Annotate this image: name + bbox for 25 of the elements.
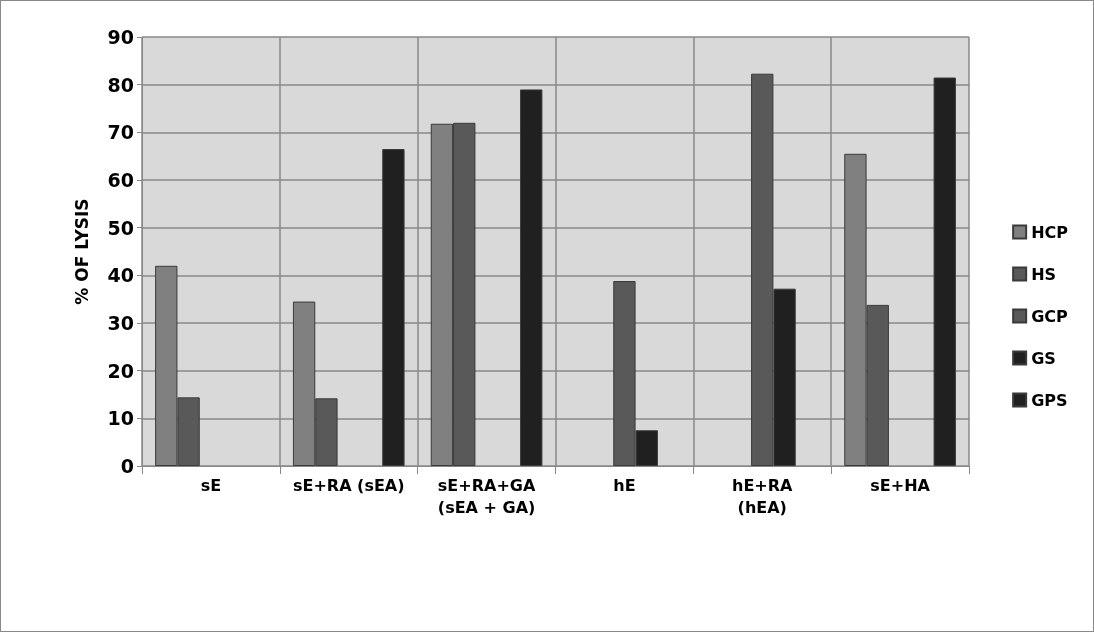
y-tick-label: 40 (107, 264, 134, 287)
x-tick-label: sE+RA (sEA) (292, 475, 405, 495)
legend-label: HS (1031, 264, 1057, 284)
x-tick-label: sE+HA (870, 475, 931, 495)
y-tick-label: 90 (107, 26, 134, 48)
y-tick-label: 80 (107, 73, 134, 96)
x-tick-label: hE+RA (hEA) (732, 475, 794, 517)
y-tick-label: 20 (107, 359, 134, 382)
x-tick-label: sE (200, 475, 222, 495)
legend-label: GCP (1031, 306, 1069, 326)
y-tick-label: 60 (107, 169, 134, 191)
bar (382, 149, 405, 466)
y-tick-label: 70 (107, 121, 134, 144)
legend-label: HCP (1031, 222, 1069, 242)
legend-label: GS (1031, 348, 1056, 368)
y-tick-label: 0 (120, 455, 134, 477)
y-tick-label: 10 (107, 407, 134, 430)
bar (933, 77, 956, 466)
y-tick-label: 30 (107, 312, 134, 334)
x-tick-label: sE+RA+GA (sEA + GA) (437, 475, 536, 517)
y-axis-title: % OF LYSIS (71, 198, 92, 305)
bar (520, 89, 543, 466)
y-tick-label: 50 (107, 216, 134, 239)
legend-label: GPS (1031, 390, 1068, 410)
x-tick-label: hE (613, 475, 636, 495)
